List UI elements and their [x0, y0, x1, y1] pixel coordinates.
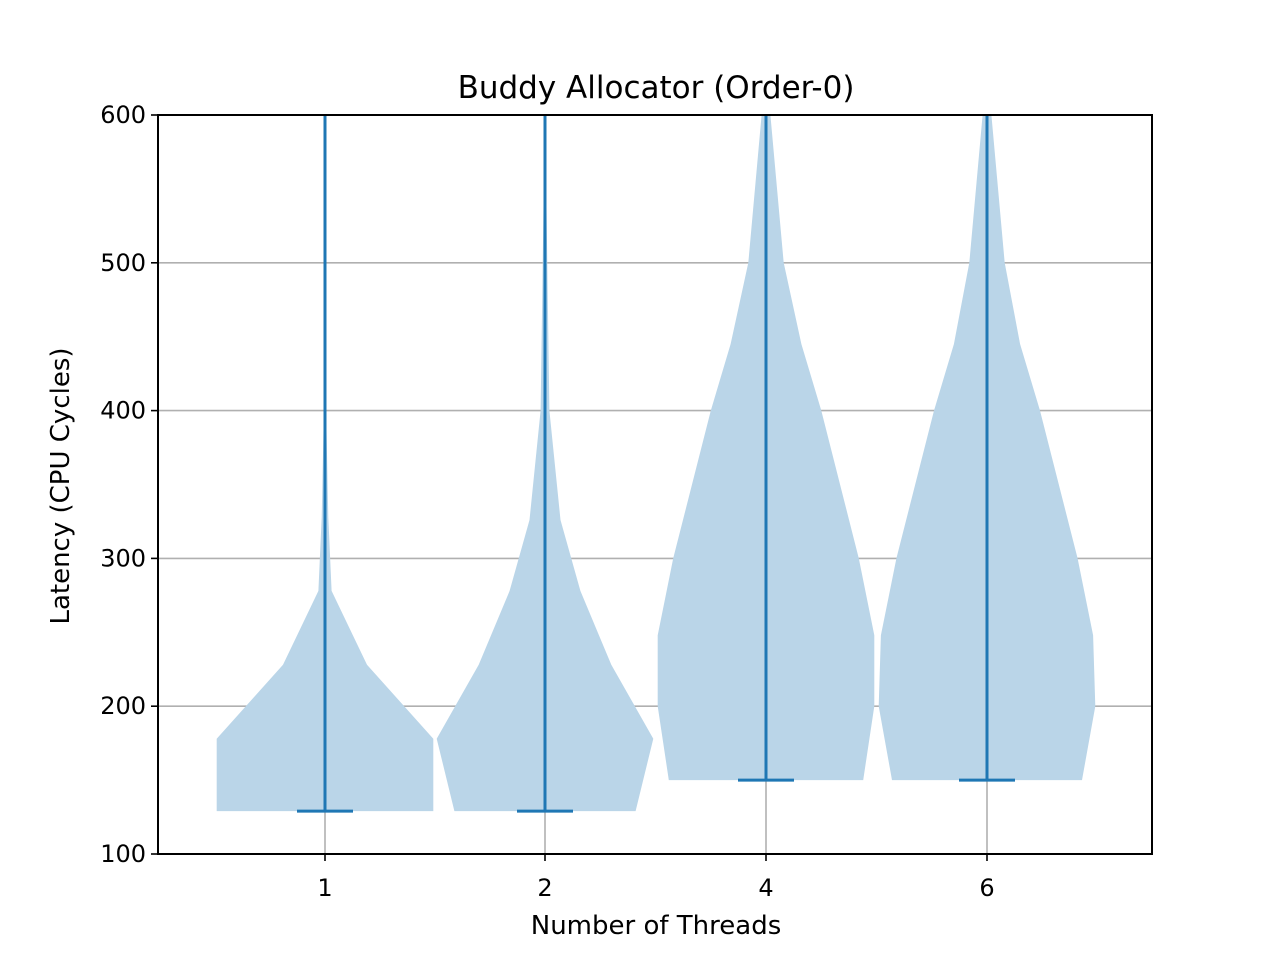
x-tick-label: 2 [537, 874, 552, 902]
y-tick-label: 100 [100, 840, 146, 868]
x-tick-label: 1 [317, 874, 332, 902]
y-tick-label: 200 [100, 692, 146, 720]
x-tick-label: 4 [758, 874, 773, 902]
y-axis-title: Latency (CPU Cycles) [46, 347, 76, 624]
x-axis-title: Number of Threads [531, 911, 782, 941]
chart-title: Buddy Allocator (Order-0) [458, 70, 855, 106]
y-tick-label: 500 [100, 249, 146, 277]
y-tick-label: 300 [100, 544, 146, 572]
violins [216, 115, 1096, 813]
axis-ticks: 100 200 300 400 500 600 1 2 4 6 [100, 101, 994, 902]
y-tick-label: 600 [100, 101, 146, 129]
plot-frame [157, 114, 1153, 855]
x-tick-label: 6 [979, 874, 994, 902]
y-tick-label: 400 [100, 397, 146, 425]
